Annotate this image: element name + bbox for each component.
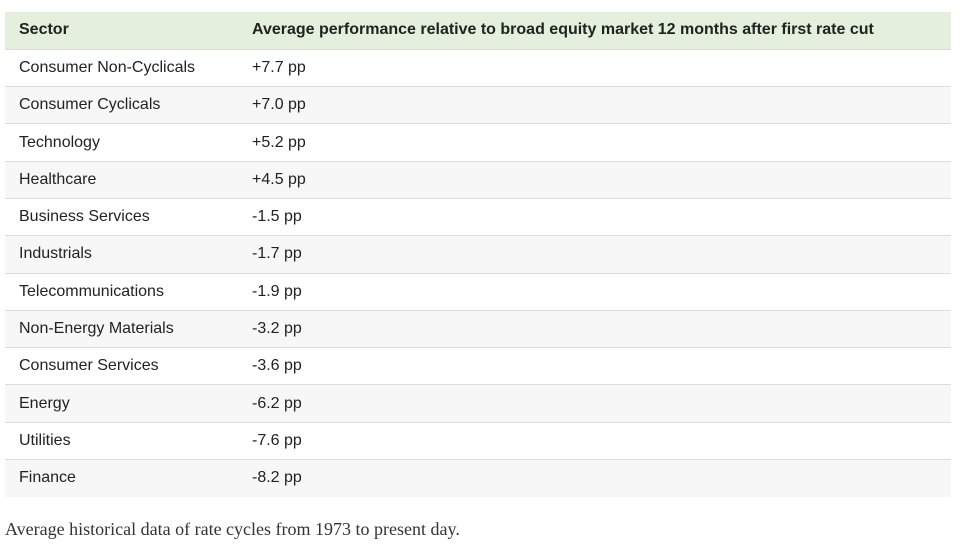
performance-cell: +7.7 pp — [238, 49, 951, 88]
performance-cell: -3.2 pp — [238, 310, 951, 349]
sector-cell: Finance — [5, 459, 238, 497]
performance-cell: -7.6 pp — [238, 422, 951, 461]
header-cell: Sector — [5, 12, 238, 50]
sector-cell: Non-Energy Materials — [5, 310, 238, 349]
sector-cell: Consumer Services — [5, 347, 238, 386]
sector-cell: Business Services — [5, 198, 238, 237]
header-cell: Average performance relative to broad eq… — [238, 12, 951, 50]
performance-cell: -1.5 pp — [238, 198, 951, 237]
sector-cell: Consumer Cyclicals — [5, 86, 238, 125]
table-row: Consumer Services -3.6 pp — [5, 347, 951, 386]
caption: Average historical data of rate cycles f… — [5, 519, 460, 539]
table-row: Consumer Non-Cyclicals +7.7 pp — [5, 49, 951, 88]
header-row: Sector Average performance relative to b… — [5, 12, 951, 50]
sector-cell: Technology — [5, 123, 238, 162]
sector-cell: Energy — [5, 384, 238, 423]
sector-cell: Consumer Non-Cyclicals — [5, 49, 238, 88]
table-row: Utilities -7.6 pp — [5, 422, 951, 461]
table-row: Non-Energy Materials -3.2 pp — [5, 310, 951, 349]
table-row: Technology +5.2 pp — [5, 123, 951, 162]
sector-cell: Telecommunications — [5, 273, 238, 311]
table-row: Energy -6.2 pp — [5, 384, 951, 423]
table-row: Business Services -1.5 pp — [5, 198, 951, 237]
table-head: Sector Average performance relative to b… — [5, 12, 951, 50]
performance-cell: +4.5 pp — [238, 161, 951, 199]
performance-cell: +5.2 pp — [238, 123, 951, 162]
performance-cell: -3.6 pp — [238, 347, 951, 386]
sector-cell: Healthcare — [5, 161, 238, 199]
sector-table: Sector Average performance relative to b… — [5, 12, 951, 497]
performance-cell: -6.2 pp — [238, 384, 951, 423]
performance-cell: -1.9 pp — [238, 273, 951, 311]
table-row: Healthcare +4.5 pp — [5, 161, 951, 199]
performance-cell: +7.0 pp — [238, 86, 951, 125]
sector-cell: Utilities — [5, 422, 238, 461]
table-body: Consumer Non-Cyclicals +7.7 pp Consumer Cy… — [5, 49, 951, 497]
table-row: Industrials -1.7 pp — [5, 235, 951, 274]
table-row: Finance -8.2 pp — [5, 459, 951, 497]
sector-cell: Industrials — [5, 235, 238, 274]
performance-cell: -1.7 pp — [238, 235, 951, 274]
table-row: Consumer Cyclicals +7.0 pp — [5, 86, 951, 125]
performance-cell: -8.2 pp — [238, 459, 951, 497]
table-row: Telecommunications -1.9 pp — [5, 273, 951, 311]
